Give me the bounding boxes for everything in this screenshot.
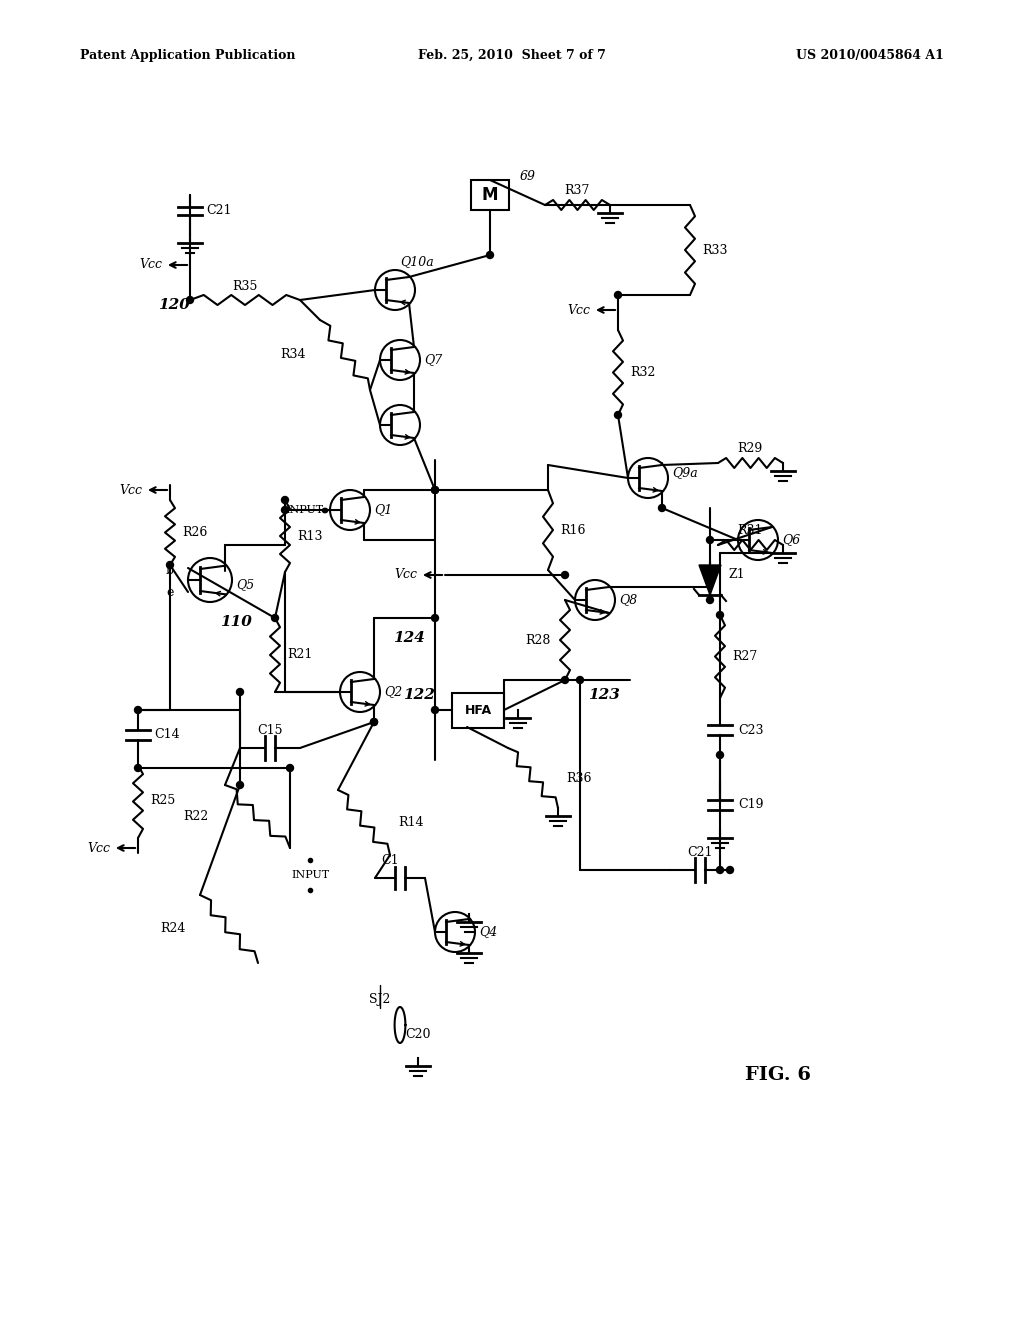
- Circle shape: [287, 764, 294, 771]
- Text: Q7: Q7: [424, 354, 442, 367]
- Circle shape: [431, 487, 438, 494]
- Text: Vcc: Vcc: [567, 304, 590, 317]
- Text: Q5: Q5: [236, 578, 254, 591]
- Text: e: e: [167, 586, 174, 598]
- Text: Q9a: Q9a: [672, 466, 697, 479]
- Text: Vcc: Vcc: [119, 483, 142, 496]
- Bar: [471, 180, 509, 210]
- Text: M: M: [481, 186, 499, 205]
- Text: R34: R34: [281, 348, 306, 362]
- Text: Feb. 25, 2010  Sheet 7 of 7: Feb. 25, 2010 Sheet 7 of 7: [418, 49, 606, 62]
- Circle shape: [614, 292, 622, 298]
- Circle shape: [282, 507, 289, 513]
- Text: Q4: Q4: [479, 925, 498, 939]
- Text: C19: C19: [738, 799, 764, 812]
- Text: Vcc: Vcc: [394, 569, 417, 582]
- Circle shape: [237, 781, 244, 788]
- Text: R29: R29: [737, 442, 763, 455]
- Text: FIG. 6: FIG. 6: [745, 1067, 811, 1084]
- Text: Vcc: Vcc: [139, 259, 162, 272]
- Text: R37: R37: [564, 185, 590, 198]
- Circle shape: [237, 689, 244, 696]
- Text: C14: C14: [154, 729, 179, 742]
- Text: US 2010/0045864 A1: US 2010/0045864 A1: [796, 49, 944, 62]
- Text: R16: R16: [560, 524, 586, 536]
- Text: R32: R32: [630, 366, 655, 379]
- Circle shape: [186, 297, 194, 304]
- Text: Vcc: Vcc: [87, 842, 110, 854]
- Text: C15: C15: [257, 723, 283, 737]
- Text: R27: R27: [732, 649, 758, 663]
- Circle shape: [134, 764, 141, 771]
- Text: 122: 122: [403, 688, 435, 702]
- Text: C21: C21: [687, 846, 713, 858]
- Circle shape: [717, 611, 724, 619]
- Text: Patent Application Publication: Patent Application Publication: [80, 49, 296, 62]
- Text: HFA: HFA: [465, 704, 492, 717]
- Circle shape: [707, 597, 714, 603]
- Text: Q8: Q8: [618, 594, 637, 606]
- Text: R36: R36: [566, 771, 592, 784]
- Text: Z1: Z1: [728, 569, 744, 582]
- Text: Q10a: Q10a: [400, 256, 434, 268]
- Circle shape: [614, 412, 622, 418]
- Text: R21: R21: [287, 648, 312, 661]
- Circle shape: [561, 676, 568, 684]
- Circle shape: [577, 676, 584, 684]
- Text: 123: 123: [588, 688, 620, 702]
- Circle shape: [707, 536, 714, 544]
- Circle shape: [431, 706, 438, 714]
- Bar: [452, 693, 504, 727]
- Text: Q1: Q1: [374, 503, 392, 516]
- Circle shape: [371, 718, 378, 726]
- Circle shape: [717, 866, 724, 874]
- Text: C1: C1: [381, 854, 398, 866]
- Circle shape: [371, 718, 378, 726]
- Circle shape: [431, 615, 438, 622]
- Polygon shape: [699, 565, 721, 595]
- Text: 120: 120: [158, 298, 189, 312]
- Text: R35: R35: [232, 280, 258, 293]
- Text: INPUT: INPUT: [286, 506, 324, 515]
- Text: 124: 124: [393, 631, 425, 645]
- Text: b: b: [166, 564, 174, 577]
- Text: SJ2: SJ2: [370, 994, 391, 1006]
- Circle shape: [431, 487, 438, 494]
- Text: C21: C21: [206, 205, 231, 218]
- Circle shape: [486, 252, 494, 259]
- Circle shape: [282, 496, 289, 503]
- Circle shape: [167, 561, 173, 569]
- Text: R31: R31: [737, 524, 763, 537]
- Text: C23: C23: [738, 723, 764, 737]
- Text: R33: R33: [702, 243, 727, 256]
- Circle shape: [658, 504, 666, 511]
- Circle shape: [134, 706, 141, 714]
- Circle shape: [726, 866, 733, 874]
- Text: 110: 110: [220, 615, 252, 630]
- Text: R14: R14: [398, 816, 424, 829]
- Circle shape: [717, 751, 724, 759]
- Text: R26: R26: [182, 525, 208, 539]
- Text: C20: C20: [406, 1028, 431, 1041]
- Text: R13: R13: [297, 529, 323, 543]
- Circle shape: [561, 572, 568, 578]
- Text: R22: R22: [183, 809, 209, 822]
- Text: R25: R25: [150, 795, 175, 808]
- Text: R24: R24: [161, 923, 186, 936]
- Text: Q2: Q2: [384, 685, 402, 698]
- Text: 69: 69: [520, 170, 536, 183]
- Circle shape: [271, 615, 279, 622]
- Text: Q6: Q6: [782, 533, 800, 546]
- Text: INPUT: INPUT: [291, 870, 329, 880]
- Text: R28: R28: [525, 634, 551, 647]
